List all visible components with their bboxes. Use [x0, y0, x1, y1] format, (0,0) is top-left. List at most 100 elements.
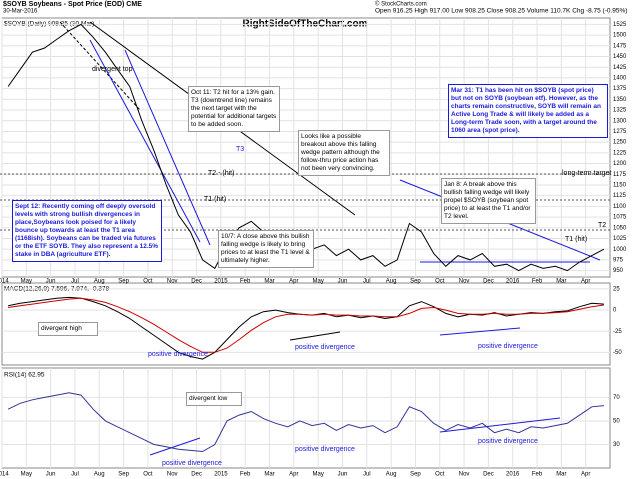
- x-tick-label: Sep: [118, 279, 129, 285]
- x-tick-label: 2014: [0, 279, 9, 285]
- x-tick-label: Feb: [532, 279, 543, 285]
- x-tick-label: Apr: [289, 472, 298, 478]
- trendline: [124, 49, 211, 246]
- annotation: T1 (hit): [565, 236, 588, 243]
- x-tick-label: Dec: [191, 279, 202, 285]
- x-tick-label: 2015: [214, 279, 228, 285]
- y-tick-label: 1375: [613, 86, 627, 92]
- x-tick-label: Apr: [581, 472, 590, 478]
- y-tick-label: 1150: [613, 183, 627, 189]
- y-tick-label: 25: [613, 286, 620, 292]
- rsi-title: RSI(14) 62.95: [4, 372, 45, 379]
- x-tick-label: Sep: [118, 472, 129, 478]
- x-tick-label: Jun: [338, 472, 348, 478]
- y-tick-label: 0: [613, 308, 617, 314]
- x-tick-label: Oct: [435, 472, 445, 478]
- annotation-box: Sept 12: Recently coming off deeply over…: [12, 200, 162, 262]
- annotation-box: Looks like a possible breakout above thi…: [298, 130, 390, 176]
- x-tick-label: Jul: [363, 279, 371, 285]
- x-tick-label: Aug: [386, 472, 397, 478]
- y-tick-label: 1475: [613, 43, 627, 49]
- y-tick-label: 1300: [613, 118, 627, 124]
- y-tick-label: 1125: [613, 193, 627, 199]
- y-tick-label: 1325: [613, 108, 627, 114]
- x-tick-label: Aug: [94, 472, 105, 478]
- annotation-box: divergent high: [38, 322, 98, 336]
- x-tick-label: Jun: [46, 279, 56, 285]
- x-tick-label: Mar: [264, 279, 274, 285]
- y-tick-label: 1425: [613, 65, 627, 71]
- x-tick-label: Nov: [167, 279, 178, 285]
- x-tick-label: Nov: [167, 472, 178, 478]
- x-tick-label: Sep: [410, 279, 421, 285]
- annotation: long-term target: [562, 170, 612, 177]
- header-brand: © StockCharts.com: [375, 1, 427, 8]
- annotation-box: Jan 8: A break above this bullish fallin…: [441, 178, 536, 224]
- x-tick-label: Oct: [435, 279, 445, 285]
- y-tick-label: 1175: [613, 172, 627, 178]
- header-ohlc: Open 916.25 High 917.00 Low 908.25 Close…: [375, 8, 627, 15]
- series-line: [8, 297, 604, 353]
- annotation-box: 10/7: A close above this bullish falling…: [218, 230, 314, 268]
- y-tick-label: -50: [613, 350, 622, 356]
- annotation: positive divergence: [148, 351, 208, 358]
- x-tick-label: May: [312, 472, 323, 478]
- divergence-line: [289, 331, 341, 341]
- annotation-box: Mar 31: T1 has been hit on $SOYB (spot p…: [448, 84, 608, 138]
- y-tick-label: 975: [613, 257, 624, 263]
- y-tick-label: 70: [613, 395, 620, 401]
- x-tick-label: Nov: [459, 472, 470, 478]
- x-tick-label: Dec: [483, 279, 494, 285]
- x-tick-label: May: [21, 472, 32, 478]
- trendline: [89, 39, 201, 243]
- annotation: divergent top: [92, 66, 133, 73]
- y-tick-label: 1100: [613, 204, 627, 210]
- x-tick-label: 2014: [0, 472, 9, 478]
- y-tick-label: 1225: [613, 150, 627, 156]
- series-line: [7, 392, 604, 453]
- x-tick-label: Dec: [191, 472, 202, 478]
- x-tick-label: Feb: [532, 472, 543, 478]
- y-tick-label: 1200: [613, 161, 627, 167]
- x-tick-label: May: [312, 279, 323, 285]
- y-tick-label: 1400: [613, 76, 627, 82]
- annotation: T1 (hit): [204, 196, 227, 203]
- annotation: T3: [236, 146, 245, 153]
- y-tick-label: 1525: [613, 22, 627, 28]
- x-tick-label: Oct: [143, 279, 153, 285]
- annotation: positive divergence: [295, 446, 355, 453]
- annotation: T2: [598, 222, 607, 229]
- x-tick-label: Mar: [556, 279, 566, 285]
- x-tick-label: Feb: [240, 472, 251, 478]
- header-date: 30-Mar-2016: [3, 9, 38, 15]
- y-tick-label: 30: [613, 442, 620, 448]
- x-tick-label: 2016: [506, 472, 520, 478]
- annotation: T2 - (hit): [208, 170, 235, 177]
- header-symbol: $SOYB Soybeans - Spot Price (EOD) CME: [3, 1, 142, 8]
- y-tick-label: -25: [613, 329, 622, 335]
- divergence-line: [439, 327, 521, 336]
- annotation: positive divergence: [478, 438, 538, 445]
- x-tick-label: Apr: [581, 279, 590, 285]
- y-tick-label: 1025: [613, 236, 627, 242]
- y-tick-label: 1075: [613, 215, 627, 221]
- x-tick-label: 2016: [506, 279, 520, 285]
- x-tick-label: Aug: [386, 279, 397, 285]
- x-tick-label: Dec: [483, 472, 494, 478]
- x-tick-label: Oct: [143, 472, 153, 478]
- y-tick-label: 50: [613, 419, 620, 425]
- x-tick-label: Jul: [71, 279, 79, 285]
- x-tick-label: May: [21, 279, 32, 285]
- x-tick-label: Aug: [94, 279, 105, 285]
- x-tick-label: Nov: [459, 279, 470, 285]
- x-tick-label: Mar: [556, 472, 566, 478]
- annotation-box: Oct 11: T2 hit for a 13% gain. T3 (downt…: [188, 86, 280, 132]
- annotation: positive divergence: [162, 460, 222, 467]
- y-tick-label: 950: [613, 268, 624, 274]
- y-tick-label: 1000: [613, 247, 627, 253]
- y-tick-label: 1500: [613, 33, 627, 39]
- x-tick-label: Jul: [71, 472, 79, 478]
- divergence-line: [149, 437, 201, 456]
- divergence-line: [439, 417, 561, 433]
